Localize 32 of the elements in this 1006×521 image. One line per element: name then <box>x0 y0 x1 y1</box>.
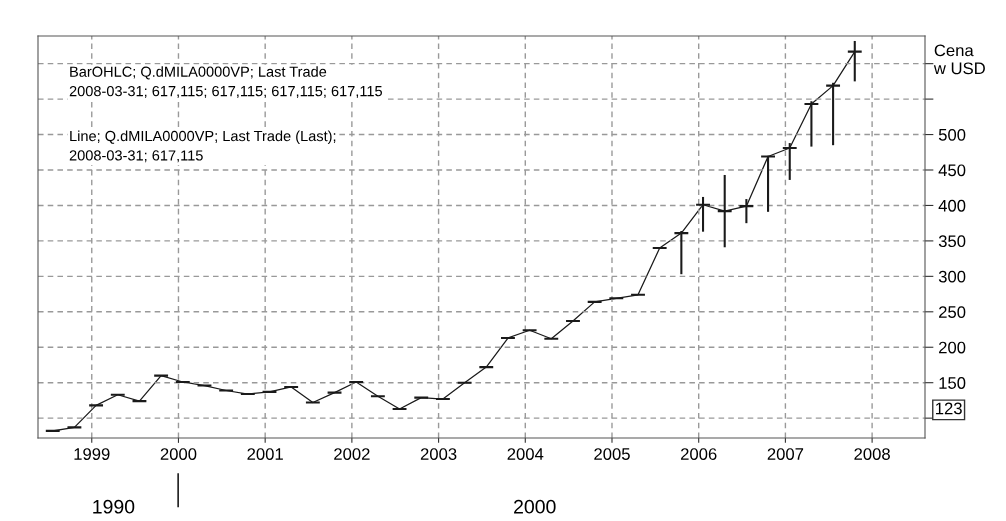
y-tick-label: 400 <box>938 199 966 212</box>
annotation: Line; Q.dMILA0000VP; Last Trade (Last); 2008-03-31; 617,115 <box>69 130 336 163</box>
y-tick-label: 500 <box>938 128 966 141</box>
candlestick <box>738 198 755 225</box>
x-tick-label: 2006 <box>681 448 717 460</box>
x-tick-label: 2004 <box>507 448 544 460</box>
candlestick <box>716 173 733 249</box>
x-tick-label: 2001 <box>247 448 283 460</box>
x-tick-label: 2005 <box>594 448 630 460</box>
x-tick-label: 2000 <box>160 448 197 460</box>
annotation: BarOHLC; Q.dMILA0000VP; Last Trade 2008-03-31; 617,115; 617,115; 617,115; 617,115 <box>69 66 382 98</box>
candlestick <box>781 142 798 181</box>
x-tick-label: 2003 <box>420 448 457 460</box>
candlestick <box>673 229 690 276</box>
candlestick <box>803 100 820 148</box>
x-tick-label: 2008 <box>854 448 890 460</box>
text: 1990 <box>93 499 135 514</box>
y-tick-label: 450 <box>938 164 966 177</box>
y-tick-label: 350 <box>938 235 966 248</box>
y-tick-label: 250 <box>939 306 966 318</box>
candlestick <box>825 81 842 147</box>
y-tick-label: 150 <box>939 377 966 389</box>
y-axis-title: Cena w USD <box>933 44 985 75</box>
candlestick <box>760 154 777 213</box>
y-tick-label: 200 <box>939 341 966 354</box>
x-tick-label: 2002 <box>334 448 370 460</box>
text: 123 <box>936 402 962 415</box>
x-tick-label: 1999 <box>74 448 110 460</box>
y-tick-label: 300 <box>938 270 966 283</box>
x-tick-label: 2007 <box>767 448 804 460</box>
candlestick <box>695 195 712 233</box>
text: 2000 <box>514 499 556 514</box>
